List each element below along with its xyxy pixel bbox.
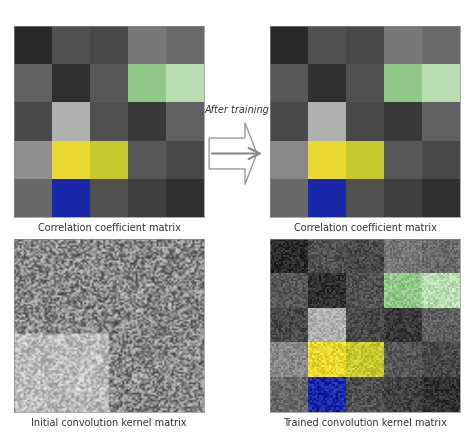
X-axis label: Trained convolution kernel matrix: Trained convolution kernel matrix — [283, 418, 447, 428]
X-axis label: Initial convolution kernel matrix: Initial convolution kernel matrix — [31, 418, 187, 428]
X-axis label: Correlation coefficient matrix: Correlation coefficient matrix — [37, 223, 181, 233]
Text: After training: After training — [205, 105, 269, 115]
X-axis label: Correlation coefficient matrix: Correlation coefficient matrix — [293, 223, 437, 233]
FancyArrow shape — [209, 122, 257, 184]
